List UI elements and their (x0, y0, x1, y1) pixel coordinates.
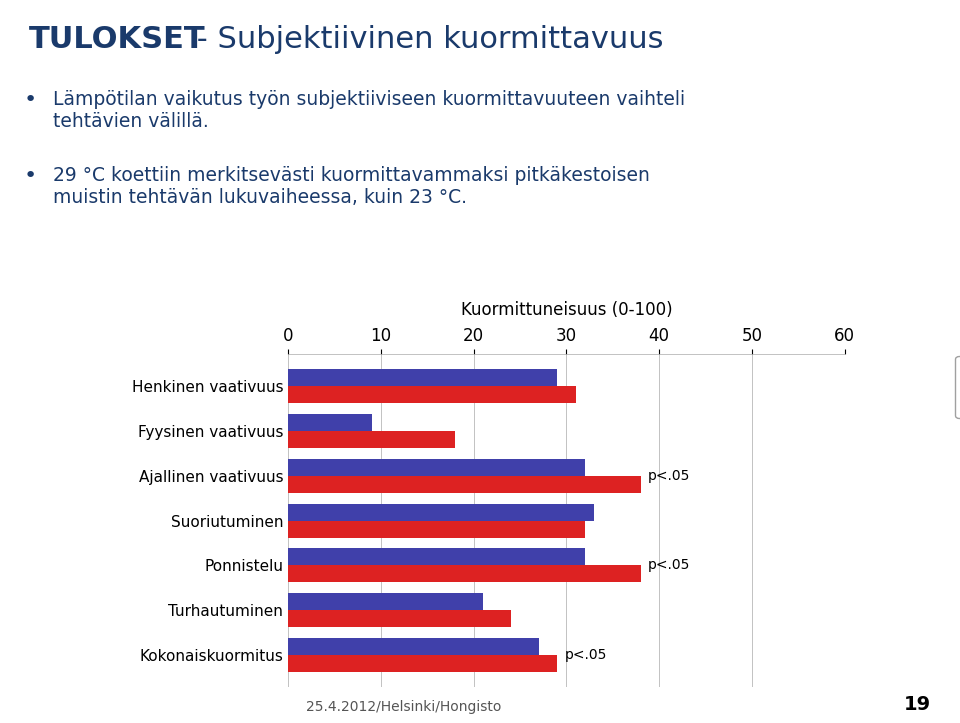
Bar (288, 548, 585, 565)
Bar (288, 565, 640, 582)
Text: Lämpötilan vaikutus työn subjektiiviseen kuormittavuuteen vaihteli
tehtävien väl: Lämpötilan vaikutus työn subjektiiviseen… (53, 90, 684, 132)
Bar (288, 610, 511, 627)
X-axis label: Kuormittuneisuus (0-100): Kuormittuneisuus (0-100) (461, 301, 672, 320)
Bar (288, 593, 483, 610)
Bar (288, 431, 455, 448)
Bar (288, 414, 372, 431)
Legend: 23°C, 29°C: 23°C, 29°C (955, 356, 960, 419)
Bar (288, 369, 557, 386)
Bar (288, 655, 557, 672)
Bar (288, 638, 539, 655)
Text: 29 °C koettiin merkitsevästi kuormittavammaksi pitkäkestoisen
muistin tehtävän l: 29 °C koettiin merkitsevästi kuormittava… (53, 166, 650, 208)
Bar (288, 459, 585, 476)
Text: p<.05: p<.05 (564, 648, 607, 662)
Bar (288, 476, 640, 493)
Bar (288, 521, 585, 538)
Text: - Subjektiivinen kuormittavuus: - Subjektiivinen kuormittavuus (187, 25, 663, 54)
Text: TULOKSET: TULOKSET (29, 25, 205, 54)
Bar (288, 386, 576, 403)
Text: •: • (24, 166, 37, 187)
Text: 25.4.2012/Helsinki/Hongisto: 25.4.2012/Helsinki/Hongisto (305, 701, 501, 714)
Bar (288, 503, 594, 521)
Text: 19: 19 (904, 696, 931, 714)
Text: p<.05: p<.05 (648, 558, 690, 573)
Text: p<.05: p<.05 (648, 469, 690, 483)
Text: •: • (24, 90, 37, 111)
